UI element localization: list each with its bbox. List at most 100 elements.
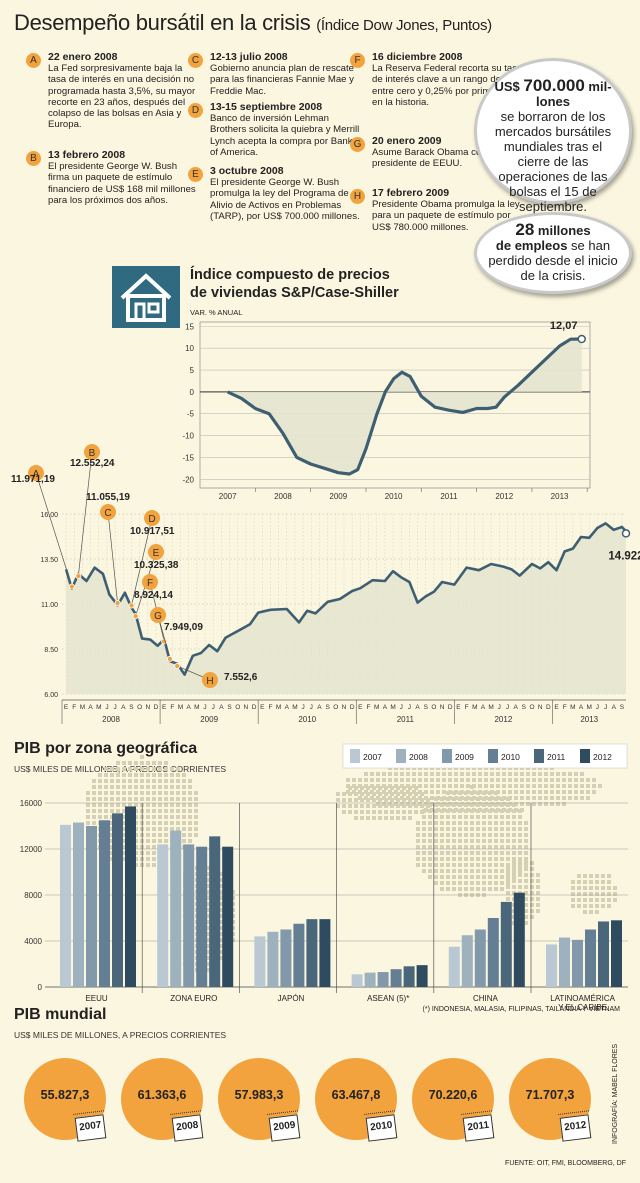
event-text: La Reserva Federal recorta su tasa de in…	[372, 63, 523, 108]
event-text: Banco de inversión Lehman Brothers solic…	[210, 113, 360, 158]
world-map-dot	[544, 784, 548, 788]
world-map-dot	[595, 886, 599, 890]
world-map-dot	[360, 786, 364, 790]
world-map-dot	[348, 804, 352, 808]
pib-bar	[377, 972, 389, 987]
dj-marker-badge	[202, 672, 218, 688]
dj-marker-value: 11.055,19	[86, 492, 130, 503]
world-map-dot	[550, 778, 554, 782]
world-map-dot	[476, 821, 480, 825]
world-map-dot	[207, 944, 211, 948]
pib-mundial-value: 57.983,3	[234, 1088, 284, 1102]
dj-month-label: S	[325, 704, 330, 711]
world-map-dot	[478, 772, 482, 776]
world-map-dot	[170, 821, 174, 825]
world-map-dot	[524, 921, 528, 925]
world-map-dot	[544, 796, 548, 800]
cs-xtick: 2013	[551, 492, 569, 501]
world-map-dot	[458, 803, 462, 807]
world-map-dot	[164, 809, 168, 813]
world-map-dot	[434, 809, 438, 813]
dj-marker-dot	[75, 573, 82, 580]
world-map-dot	[98, 815, 102, 819]
world-map-dot	[464, 887, 468, 891]
world-map-dot	[390, 792, 394, 796]
dj-ytick: 11.00	[41, 602, 58, 609]
world-map-dot	[188, 803, 192, 807]
world-map-dot	[408, 816, 412, 820]
world-map-dot	[424, 784, 428, 788]
world-map-dot	[122, 803, 126, 807]
world-map-dot	[464, 869, 468, 873]
world-map-dot	[92, 809, 96, 813]
world-map-dot	[104, 779, 108, 783]
world-map-dot	[416, 833, 420, 837]
world-map-dot	[476, 869, 480, 873]
world-map-dot	[428, 857, 432, 861]
world-map-dot	[396, 816, 400, 820]
world-map-dot	[384, 786, 388, 790]
world-map-dot	[583, 904, 587, 908]
world-map-dot	[589, 886, 593, 890]
world-map-dot	[146, 815, 150, 819]
world-map-dot	[524, 873, 528, 877]
world-map-dot	[544, 802, 548, 806]
world-map-dot	[378, 792, 382, 796]
world-map-dot	[446, 803, 450, 807]
world-map-dot	[589, 910, 593, 914]
bubble2-text1: se han	[567, 238, 611, 253]
pib-bar	[222, 846, 234, 987]
world-map-dot	[496, 772, 500, 776]
world-map-dot	[418, 772, 422, 776]
world-map-dot	[152, 809, 156, 813]
world-map-dot	[376, 772, 380, 776]
event-badge: E	[188, 167, 203, 182]
dj-month-label: M	[570, 704, 575, 711]
world-map-dot	[396, 804, 400, 808]
world-map-dot	[452, 815, 456, 819]
bubble1-big: 700.000	[523, 76, 585, 95]
world-map-dot	[466, 784, 470, 788]
world-map-dot	[152, 785, 156, 789]
world-map-dot	[458, 863, 462, 867]
world-map-dot	[482, 833, 486, 837]
world-map-dot	[530, 861, 534, 865]
world-map-dot	[452, 821, 456, 825]
cs-ytick: -20	[182, 475, 194, 484]
world-map-dot	[110, 803, 114, 807]
dj-month-label: F	[367, 704, 371, 711]
world-map-dot	[354, 810, 358, 814]
world-map-dot	[219, 920, 223, 924]
world-map-dot	[452, 839, 456, 843]
world-map-dot	[500, 797, 504, 801]
world-map-dot	[342, 798, 346, 802]
pib-bar	[448, 946, 460, 987]
dj-marker-dot	[128, 602, 135, 609]
event-item: 20 enero 2009 Asume Barack Obama como pre…	[372, 135, 524, 170]
pib-bar	[293, 923, 305, 987]
world-map-dot	[470, 851, 474, 855]
world-map-dot	[354, 816, 358, 820]
world-map-dot	[512, 827, 516, 831]
world-map-dot	[170, 773, 174, 777]
dj-leader	[107, 511, 118, 604]
world-map-dot	[170, 797, 174, 801]
world-map-dot	[446, 797, 450, 801]
world-map-dot	[506, 839, 510, 843]
dj-marker-badge	[148, 544, 164, 560]
world-map-dot	[446, 815, 450, 819]
world-map-dot	[219, 908, 223, 912]
world-map-dot	[574, 778, 578, 782]
world-map-dot	[104, 767, 108, 771]
world-map-dot	[506, 827, 510, 831]
world-map-dot	[188, 839, 192, 843]
world-map-dot	[586, 778, 590, 782]
world-map-dot	[92, 791, 96, 795]
world-map-dot	[164, 827, 168, 831]
world-map-dot	[372, 798, 376, 802]
cs-ytick: -10	[182, 432, 194, 441]
world-map-dot	[428, 809, 432, 813]
world-map-dot	[152, 851, 156, 855]
pib-bar	[487, 918, 499, 987]
world-map-dot	[538, 772, 542, 776]
